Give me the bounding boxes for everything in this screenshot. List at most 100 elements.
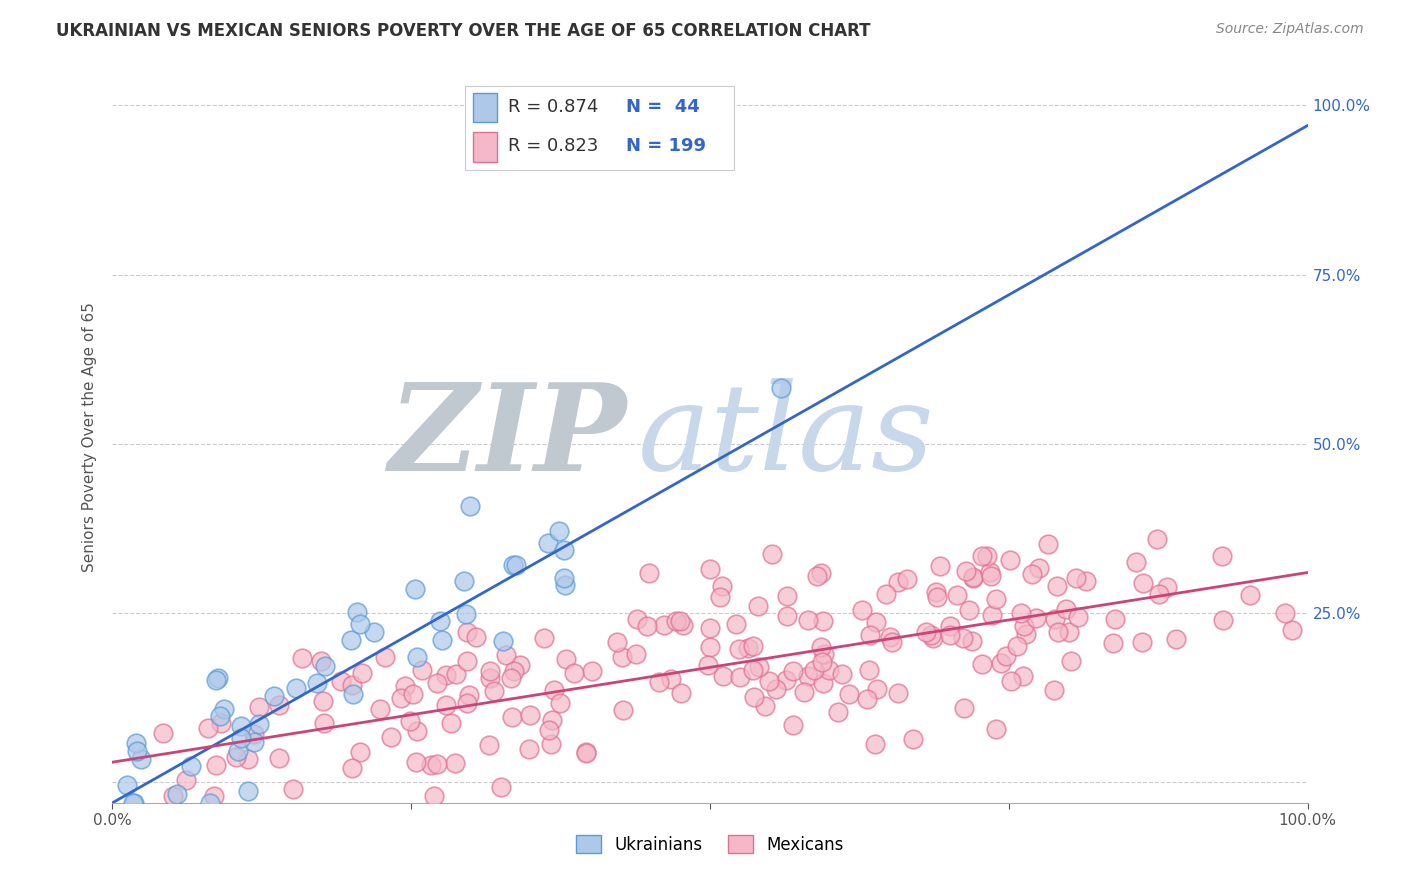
Point	[1043, 612, 1066, 626]
Point	[420, 758, 443, 772]
Point	[1012, 669, 1035, 683]
Point	[349, 745, 371, 759]
Point	[782, 664, 804, 678]
Point	[502, 558, 524, 573]
Point	[162, 789, 184, 803]
Text: atlas: atlas	[638, 378, 935, 496]
Point	[501, 709, 523, 723]
Point	[1274, 606, 1296, 620]
Point	[394, 679, 416, 693]
Point	[1036, 537, 1059, 551]
Point	[1012, 619, 1035, 633]
Point	[404, 582, 426, 596]
Point	[538, 723, 561, 737]
Point	[925, 585, 948, 599]
Point	[710, 579, 733, 593]
Point	[921, 628, 943, 642]
Point	[340, 678, 363, 692]
Point	[555, 652, 578, 666]
Point	[782, 718, 804, 732]
Point	[238, 752, 260, 766]
Legend: Ukrainians, Mexicans: Ukrainians, Mexicans	[569, 829, 851, 860]
Point	[811, 614, 834, 628]
Point	[411, 663, 433, 677]
Point	[374, 650, 396, 665]
Point	[811, 655, 834, 669]
Point	[669, 686, 692, 700]
Point	[1067, 610, 1090, 624]
Point	[505, 558, 527, 572]
Point	[858, 663, 880, 677]
Point	[859, 628, 882, 642]
Point	[290, 650, 312, 665]
Point	[340, 633, 363, 648]
Point	[204, 789, 226, 803]
Point	[1060, 653, 1083, 667]
Point	[831, 667, 853, 681]
Point	[652, 618, 675, 632]
Point	[952, 701, 974, 715]
Point	[349, 616, 371, 631]
Point	[207, 671, 229, 685]
Point	[543, 683, 565, 698]
Point	[422, 789, 444, 803]
Point	[962, 570, 984, 584]
Point	[901, 731, 924, 746]
Point	[503, 664, 526, 678]
Point	[813, 648, 835, 662]
Point	[575, 745, 598, 759]
Point	[247, 699, 270, 714]
Point	[436, 698, 458, 713]
Point	[984, 722, 1007, 736]
Point	[125, 744, 148, 758]
Point	[1000, 674, 1022, 689]
Point	[863, 737, 886, 751]
Point	[283, 781, 305, 796]
Point	[810, 640, 832, 655]
Point	[939, 618, 962, 632]
Point	[647, 674, 669, 689]
Point	[612, 649, 634, 664]
Point	[263, 689, 285, 703]
Point	[456, 654, 478, 668]
Point	[946, 588, 969, 602]
Point	[811, 676, 834, 690]
Point	[769, 381, 792, 395]
Point	[1104, 612, 1126, 626]
Point	[1005, 639, 1028, 653]
Point	[458, 499, 481, 513]
Point	[925, 591, 948, 605]
Point	[758, 673, 780, 688]
Point	[742, 663, 765, 677]
Point	[429, 615, 451, 629]
Point	[1047, 625, 1070, 640]
Point	[444, 667, 467, 681]
Point	[866, 682, 889, 697]
Point	[960, 633, 983, 648]
Point	[236, 784, 259, 798]
Point	[1010, 606, 1032, 620]
Point	[638, 566, 661, 580]
Point	[1132, 576, 1154, 591]
Point	[979, 566, 1001, 580]
Point	[938, 628, 960, 642]
Point	[856, 691, 879, 706]
Point	[1130, 635, 1153, 649]
Point	[492, 633, 515, 648]
Point	[368, 702, 391, 716]
Point	[454, 607, 477, 621]
Point	[879, 630, 901, 644]
Point	[697, 658, 720, 673]
Point	[406, 724, 429, 739]
Point	[612, 703, 634, 717]
Point	[748, 660, 770, 674]
Point	[478, 671, 501, 685]
Point	[709, 590, 731, 604]
Point	[229, 731, 252, 745]
Point	[1166, 632, 1188, 646]
Point	[957, 603, 980, 617]
Point	[166, 787, 188, 801]
Point	[727, 641, 749, 656]
Point	[198, 796, 221, 810]
Point	[699, 640, 721, 655]
